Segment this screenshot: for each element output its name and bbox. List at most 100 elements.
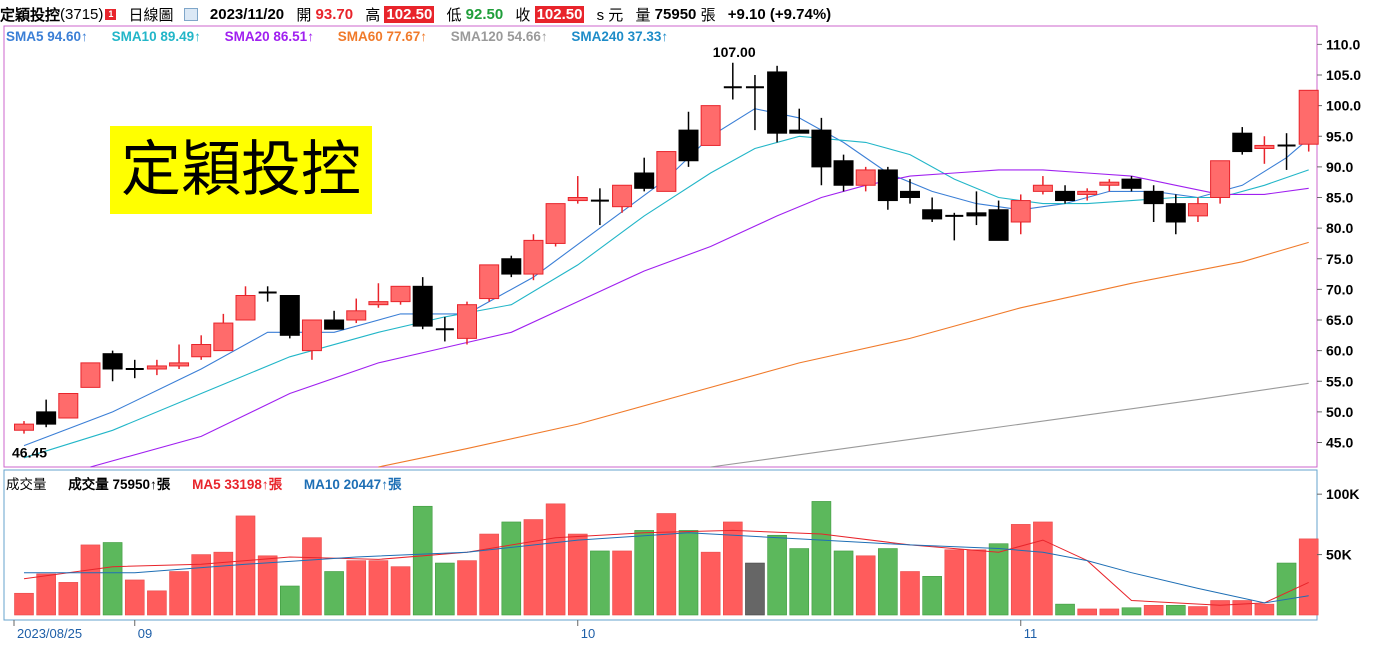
volume-bar xyxy=(435,562,455,616)
volume-bar xyxy=(1232,600,1253,616)
volume-title: 成交量 xyxy=(6,477,47,492)
volume-bar xyxy=(1055,603,1075,616)
candle xyxy=(1187,197,1208,222)
volume-unit: 張 xyxy=(700,7,716,24)
candle-body xyxy=(900,190,920,198)
candle-body xyxy=(877,169,898,202)
volume-bar xyxy=(1298,538,1319,616)
sma240-legend: SMA240 37.33↑ xyxy=(571,29,669,44)
candle xyxy=(1143,185,1164,222)
candle xyxy=(102,350,123,382)
date-axis: 2023/08/25 09 10 11 xyxy=(13,620,1038,641)
volume-bar xyxy=(944,549,965,616)
candle xyxy=(1254,136,1275,164)
candle xyxy=(811,117,832,186)
candle xyxy=(479,264,500,302)
volume-bar xyxy=(479,533,499,616)
price-tick-label: 100.0 xyxy=(1326,98,1361,114)
candle xyxy=(767,65,788,143)
volume-tick-label: 100K xyxy=(1326,486,1359,502)
candle xyxy=(235,286,256,321)
candle xyxy=(58,393,79,419)
candle-body xyxy=(855,169,876,186)
price-tick-label: 80.0 xyxy=(1326,220,1353,236)
price-axis: 110.0 105.0 100.0 95.0 90.0 85.0 80.0 75.0 70.0 6… xyxy=(1317,36,1361,451)
volume-tick-label: 50K xyxy=(1326,547,1352,563)
date-tick-label: 10 xyxy=(581,626,595,641)
volume-bar xyxy=(767,534,787,616)
volume-bar xyxy=(988,543,1009,616)
candle-body xyxy=(235,295,256,321)
candle-body xyxy=(412,285,433,327)
open-value: 93.70 xyxy=(315,6,354,23)
sma10-legend: SMA10 89.49↑ xyxy=(111,29,201,44)
candle-body xyxy=(988,209,1009,241)
candle xyxy=(80,362,101,388)
low-label: 低 xyxy=(446,7,462,24)
candle xyxy=(1121,176,1142,192)
candle-body xyxy=(213,322,234,352)
volume-bar xyxy=(302,537,322,616)
volume-bar xyxy=(368,560,389,616)
sma5-legend: SMA5 94.60↑ xyxy=(6,29,88,44)
volume-bar xyxy=(102,542,123,616)
candle-body xyxy=(1165,203,1186,223)
candle-body xyxy=(279,295,300,336)
candle xyxy=(855,166,876,192)
open-label: 開 xyxy=(296,7,312,24)
candle xyxy=(723,62,742,100)
volume-bar xyxy=(922,576,942,616)
volume-bar xyxy=(722,521,743,616)
volume-bar xyxy=(501,521,522,616)
candle xyxy=(656,151,677,192)
candle-body xyxy=(966,212,987,217)
candle-body xyxy=(58,393,79,419)
sma120-line xyxy=(710,382,1309,468)
vol-ma10-legend: MA10 20447↑張 xyxy=(303,477,402,492)
volume-bar xyxy=(1077,608,1097,616)
calendar-icon[interactable] xyxy=(183,8,198,21)
volume-bar xyxy=(1254,603,1275,616)
badge-icon[interactable]: 1 xyxy=(105,9,117,20)
candle xyxy=(258,286,277,302)
candle-body xyxy=(1232,132,1253,153)
volume-bar xyxy=(567,533,588,616)
volume-bar xyxy=(811,501,832,616)
change-value: +9.10 (+9.74%) xyxy=(727,6,832,23)
volume-label: 量 xyxy=(635,7,651,24)
candle-body xyxy=(301,319,322,352)
ma-legend: SMA5 94.60↑ SMA10 89.49↑ SMA20 86.51↑ SM… xyxy=(6,29,688,44)
candle-body xyxy=(390,285,411,303)
volume-bar xyxy=(213,551,234,616)
candle xyxy=(412,277,433,330)
candle-body xyxy=(1099,181,1120,186)
price-tick-label: 105.0 xyxy=(1326,67,1361,83)
candle-body xyxy=(545,203,566,244)
candle-body xyxy=(523,239,544,275)
candle-body xyxy=(833,160,854,186)
candle xyxy=(435,316,454,342)
candle-body xyxy=(346,310,367,321)
chart-period[interactable]: 日線圖 xyxy=(128,7,174,24)
candle-body xyxy=(789,129,810,134)
volume-bar xyxy=(900,571,920,616)
sma20-legend: SMA20 86.51↑ xyxy=(224,29,314,44)
candle-body xyxy=(634,172,655,189)
volume-bar xyxy=(656,513,677,616)
candle-body xyxy=(1210,160,1231,198)
candle-body xyxy=(678,129,699,162)
candle xyxy=(922,197,943,222)
price-annotation: 107.00 xyxy=(713,44,756,60)
candle-body xyxy=(80,362,101,388)
candle xyxy=(1099,179,1120,192)
unit-label: s 元 xyxy=(596,7,624,24)
candle-body xyxy=(811,129,832,168)
candle xyxy=(346,298,367,324)
candle-body xyxy=(1143,190,1164,205)
candle-body xyxy=(922,209,943,220)
candle xyxy=(1010,194,1031,235)
volume-bar xyxy=(855,555,876,616)
date-tick-label: 11 xyxy=(1024,626,1038,641)
date-tick-label: 2023/08/25 xyxy=(17,626,82,641)
